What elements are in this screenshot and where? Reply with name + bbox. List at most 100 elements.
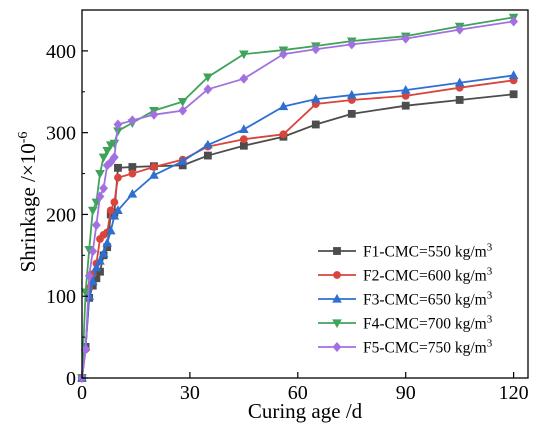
legend-label: F3-CMC=650 kg/m3 — [363, 290, 493, 309]
series-3-point — [310, 94, 321, 103]
legend-label: F4-CMC=700 kg/m3 — [363, 314, 493, 333]
series-3-point — [278, 101, 289, 111]
series-4-point — [177, 97, 188, 107]
series-5-point — [347, 39, 357, 50]
legend-marker — [332, 293, 342, 303]
series-1-point — [311, 120, 320, 129]
ticks-layer: 0 30 60 90 120 0 100 200 300 400 — [46, 41, 529, 404]
series-5-line — [81, 20, 514, 379]
legend-label-main: F5-CMC=750 kg/m — [363, 340, 487, 357]
y-tick-label: 200 — [46, 204, 76, 226]
legend-item-3: F3-CMC=650 kg/m3 — [318, 290, 493, 309]
series-1-point — [239, 141, 248, 150]
series-3-point — [149, 170, 159, 179]
legend-label-main: F3-CMC=650 kg/m — [363, 292, 487, 309]
legend-label-main: F1-CMC=550 kg/m — [363, 244, 487, 261]
series-3-point — [105, 225, 116, 235]
series-5-point — [95, 191, 105, 202]
series-3-point — [91, 262, 102, 272]
series-5-point — [279, 49, 288, 60]
legend-label-sup: 3 — [487, 338, 493, 350]
series-4-point — [203, 73, 213, 83]
series-3-line — [81, 74, 514, 379]
x-tick-label: 90 — [396, 382, 416, 404]
legend-label-sup: 3 — [487, 314, 493, 326]
series-4-point — [102, 147, 112, 156]
series-3-point — [113, 205, 123, 214]
series-5-point — [84, 270, 94, 281]
series-1-point — [114, 163, 122, 172]
series-3-point — [87, 276, 98, 286]
legend-label-main: F4-CMC=700 kg/m — [363, 316, 487, 333]
series-1-point — [128, 163, 137, 171]
legend-item-2: F2-CMC=600 kg/m3 — [318, 266, 493, 285]
legend-item-5: F5-CMC=750 kg/m3 — [318, 338, 493, 357]
series-5-point — [239, 73, 249, 84]
series-3-point — [203, 139, 213, 149]
series-2-point — [279, 130, 288, 139]
series-3-point — [454, 77, 465, 87]
y-axis-title-exponent: -6 — [16, 132, 31, 144]
series-3-point — [109, 210, 120, 220]
series-4-point — [98, 153, 109, 163]
series-4-line — [81, 16, 514, 379]
series-5-point — [401, 33, 411, 44]
series-5-point — [178, 105, 188, 116]
series-5-point — [81, 344, 90, 355]
legend-marker — [333, 271, 341, 279]
series-2-point — [114, 173, 122, 182]
series-5-point — [109, 152, 119, 163]
y-tick-label: 0 — [66, 368, 76, 390]
series-5-point — [127, 115, 137, 126]
legend-label: F2-CMC=600 kg/m3 — [363, 266, 493, 285]
series-5-point — [455, 24, 465, 35]
series-3-point — [177, 156, 188, 165]
x-tick-label: 30 — [180, 382, 200, 404]
series-2-point — [128, 169, 137, 178]
y-tick-label: 100 — [46, 286, 76, 308]
legend-label-main: F2-CMC=600 kg/m — [363, 268, 487, 285]
series-3-point — [508, 70, 519, 80]
series-5-point — [91, 220, 101, 231]
x-axis-title: Curing age /d — [248, 399, 363, 423]
series-2-point — [150, 163, 158, 171]
series-1-point — [347, 109, 356, 118]
series-3-point — [98, 248, 109, 258]
x-tick-label: 60 — [288, 382, 308, 404]
y-axis-title-main: Shrinkage /×10 — [16, 143, 40, 272]
series-5-point — [509, 16, 519, 27]
legend-label-sup: 3 — [487, 290, 493, 302]
series-5-point — [99, 183, 108, 194]
legend-item-1: F1-CMC=550 kg/m3 — [318, 242, 493, 261]
plot-frame — [81, 9, 529, 379]
series-1-point — [96, 267, 104, 276]
series-5 — [77, 16, 519, 384]
series-3 — [77, 70, 519, 382]
legend-label: F5-CMC=750 kg/m3 — [363, 338, 493, 357]
legend-marker — [332, 319, 342, 329]
series-4-point — [95, 169, 105, 179]
series-5-point — [203, 84, 213, 95]
series-5-point — [149, 109, 159, 120]
series-1-point — [203, 151, 212, 160]
series-3-point — [400, 85, 411, 94]
series-1-point — [401, 101, 410, 110]
series-layer — [77, 13, 519, 384]
legend-label-sup: 3 — [487, 266, 493, 278]
series-3-point — [346, 89, 357, 99]
series-3-point — [239, 124, 249, 133]
series-4-point — [239, 50, 249, 60]
x-tick-label: 0 — [77, 382, 87, 404]
series-5-point — [113, 119, 123, 130]
series-2-point — [106, 206, 115, 215]
legend-label-sup: 3 — [487, 242, 493, 254]
series-3-point — [95, 255, 105, 265]
legend-label: F1-CMC=550 kg/m3 — [363, 242, 493, 261]
y-axis-title: Shrinkage /×10-6 — [16, 132, 40, 273]
x-tick-label: 120 — [499, 382, 529, 404]
series-2-point — [239, 135, 248, 144]
series-5-point — [311, 44, 321, 55]
series-1-point — [509, 90, 518, 99]
